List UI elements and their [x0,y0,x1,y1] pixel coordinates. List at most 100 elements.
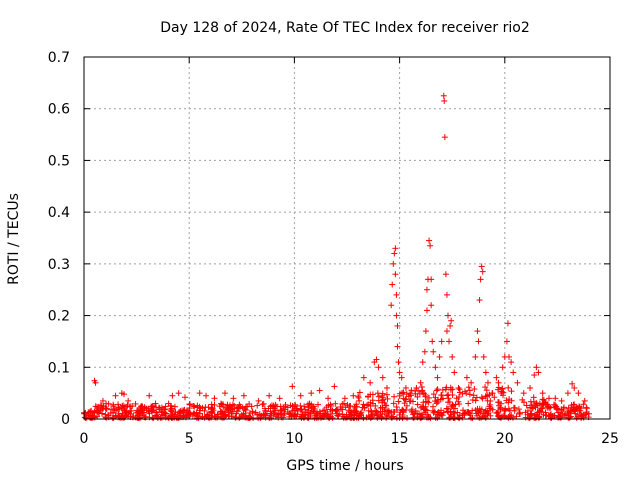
background-point [297,406,304,413]
background-point [293,405,300,412]
background-point [495,412,502,419]
background-point [412,390,419,397]
background-point [380,396,387,403]
background-point [105,400,112,407]
background-point [425,399,432,406]
background-point [302,409,309,416]
background-point [104,412,111,419]
data-point [421,348,428,355]
y-tick-label: 0.1 [48,360,70,376]
background-point [580,414,587,421]
background-point [356,389,363,396]
background-point [499,385,506,392]
data-point [443,328,450,335]
background-point [486,403,493,410]
background-point [498,390,505,397]
background-point [86,408,93,415]
background-point [430,391,437,398]
background-point [313,414,320,421]
data-point [571,384,578,391]
background-point [115,410,122,417]
background-point [508,397,515,404]
data-point [575,390,582,397]
background-point [482,384,489,391]
data-point [390,260,397,267]
background-point [466,391,473,398]
background-point [242,406,249,413]
data-point [112,392,119,399]
background-point [216,403,223,410]
background-point [379,390,386,397]
background-point [476,414,483,421]
background-point [379,399,386,406]
background-point [248,403,255,410]
background-point [92,403,99,410]
background-point [332,400,339,407]
background-point [282,403,289,410]
background-point [539,405,546,412]
data-point [393,312,400,319]
background-point [266,414,273,421]
data-point [389,281,396,288]
background-point [410,414,417,421]
y-tick-label: 0.3 [48,257,70,273]
background-point [229,401,236,408]
background-point [419,388,426,395]
background-point [110,414,117,421]
data-point [379,374,386,381]
background-point [214,411,221,418]
background-point [168,408,175,415]
background-point [447,408,454,415]
data-point [463,374,470,381]
background-point [432,394,439,401]
data-point [527,384,534,391]
background-point [236,401,243,408]
background-point [191,403,198,410]
background-point [510,404,517,411]
background-point [550,401,557,408]
data-point [230,395,237,402]
data-point [146,392,153,399]
data-point [426,237,433,244]
background-point [205,404,212,411]
background-point [369,391,376,398]
data-point [428,302,435,309]
data-point [446,338,453,345]
background-point [536,408,543,415]
data-point [367,379,374,386]
background-point [196,410,203,417]
background-point [470,392,477,399]
background-point [439,395,446,402]
y-tick-label: 0.2 [48,309,70,325]
background-point [344,401,351,408]
background-point [482,414,489,421]
background-point [580,401,587,408]
background-point [434,386,441,393]
background-point [495,384,502,391]
background-point [497,404,504,411]
background-point [193,409,200,416]
background-point [153,412,160,419]
data-point [373,356,380,363]
background-point [508,388,515,395]
background-point [542,409,549,416]
background-point [433,387,440,394]
background-point [403,391,410,398]
data-point [438,338,445,345]
data-point [477,276,484,283]
background-point [430,403,437,410]
data-point [558,397,565,404]
background-point [503,397,510,404]
background-point [383,391,390,398]
background-point [453,395,460,402]
background-point [513,413,520,420]
background-point [409,398,416,405]
data-point [535,369,542,376]
background-point [145,408,152,415]
data-point [360,374,367,381]
background-point [565,404,572,411]
background-point [449,402,456,409]
background-point [555,409,562,416]
data-point [442,271,449,278]
data-point [455,384,462,391]
